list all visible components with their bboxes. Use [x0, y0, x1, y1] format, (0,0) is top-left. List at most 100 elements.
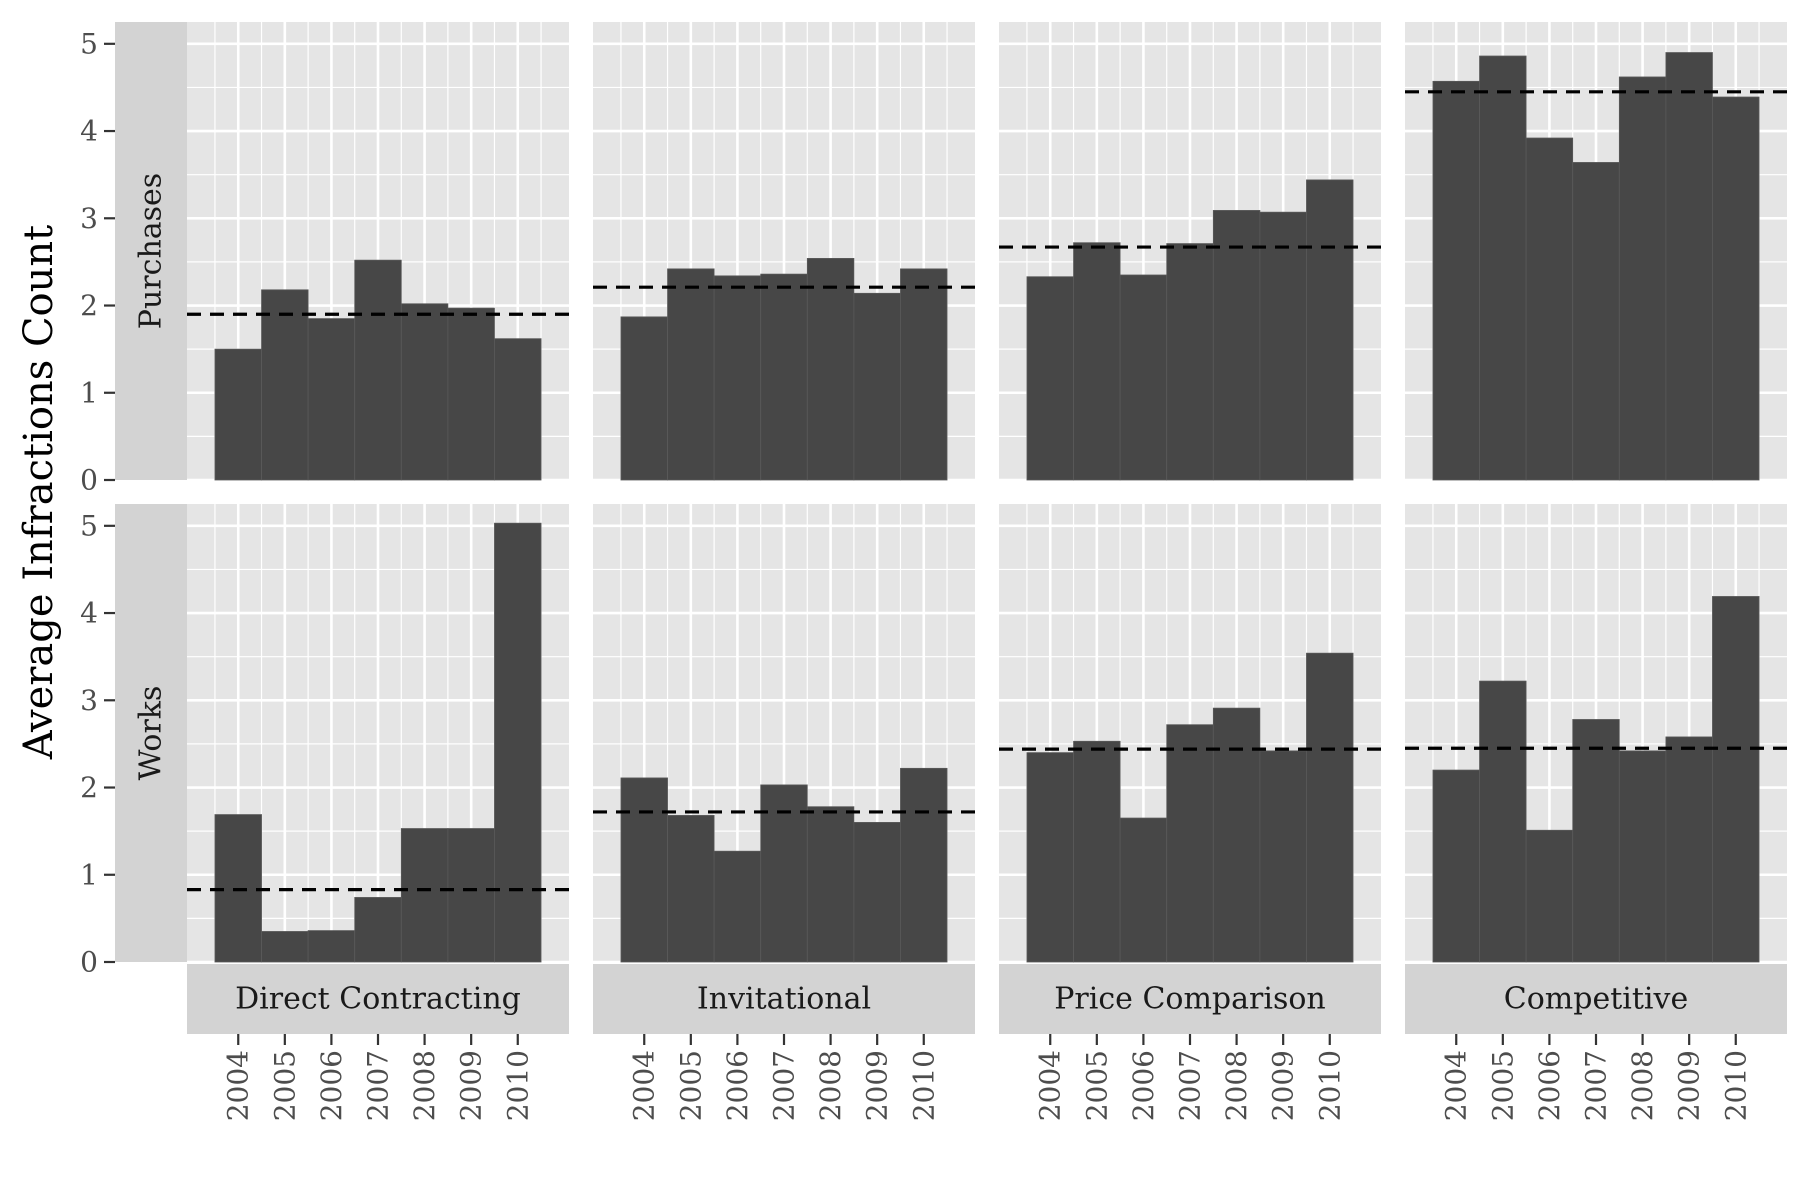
row-strip-label: Works	[134, 686, 169, 781]
column-strip-label: Invitational	[697, 982, 871, 1017]
bar	[713, 275, 762, 481]
x-tick-label: 2005	[268, 1050, 301, 1121]
column-strip-label: Price Comparison	[1054, 982, 1325, 1017]
bar	[400, 303, 449, 481]
column-strip-background	[187, 964, 569, 1034]
bar	[853, 822, 901, 963]
y-tick-label: 0	[80, 464, 98, 497]
row-strip-label: Purchases	[134, 173, 169, 329]
panels-layer: Purchases 0 1 2 3 4 5 Works 0 1 2 3 4 5 Direct Contrac…	[80, 22, 1787, 1121]
y-tick-label: 3	[80, 684, 98, 717]
bar	[1618, 76, 1667, 481]
x-tick-label: 2010	[907, 1050, 940, 1121]
bar	[806, 258, 855, 481]
bar	[667, 268, 715, 481]
column-strip: Invitational	[593, 964, 975, 1034]
x-tick-label: 2006	[1533, 1050, 1566, 1121]
facet-panel	[187, 504, 569, 964]
bar	[1432, 80, 1480, 481]
bar	[307, 318, 356, 481]
bar	[1479, 680, 1527, 963]
bar	[1479, 55, 1527, 481]
row-strip: Purchases	[115, 22, 187, 480]
x-tick-label: 2005	[674, 1050, 707, 1121]
x-tick-label: 2007	[362, 1050, 395, 1121]
bar	[620, 777, 668, 963]
x-tick-label: 2008	[814, 1050, 847, 1121]
row-strip-background	[115, 504, 187, 962]
bar	[760, 784, 808, 963]
bar	[261, 931, 309, 963]
x-tick-label: 2010	[1719, 1050, 1752, 1121]
facet-panel	[187, 22, 569, 482]
bar	[1212, 210, 1261, 481]
x-tick-label: 2009	[861, 1050, 894, 1121]
bar	[1166, 724, 1214, 963]
x-tick-label: 2005	[1486, 1050, 1519, 1121]
x-tick-label: 2007	[1580, 1050, 1613, 1121]
y-tick-label: 4	[80, 115, 98, 148]
bar	[447, 828, 495, 963]
bar	[494, 338, 542, 481]
x-tick-label: 2006	[721, 1050, 754, 1121]
bar	[900, 268, 948, 481]
column-strip-label: Direct Contracting	[235, 982, 521, 1017]
bar	[1166, 243, 1214, 481]
x-tick-label: 2009	[455, 1050, 488, 1121]
row-strip-background	[115, 22, 187, 480]
bar	[1665, 52, 1713, 481]
bar	[447, 307, 495, 481]
x-tick-label: 2005	[1080, 1050, 1113, 1121]
x-tick-label: 2008	[408, 1050, 441, 1121]
x-tick-label: 2004	[1034, 1050, 1067, 1121]
bar	[1306, 179, 1354, 481]
bar	[713, 850, 762, 963]
bar	[760, 273, 808, 481]
column-strip: Competitive	[1405, 964, 1787, 1034]
bar	[354, 897, 402, 963]
facet-panel	[593, 22, 975, 482]
row-strip: Works	[115, 504, 187, 962]
bar	[1712, 596, 1760, 963]
bar	[261, 289, 309, 481]
facet-panel	[999, 22, 1381, 482]
bar	[1306, 652, 1354, 963]
column-strip-background	[1405, 964, 1787, 1034]
column-strip: Direct Contracting	[187, 964, 569, 1034]
bar	[1026, 276, 1074, 481]
bar	[354, 259, 402, 481]
facet-panel	[999, 504, 1381, 964]
bar	[214, 348, 262, 481]
facet-panel	[593, 504, 975, 964]
x-tick-label: 2004	[1440, 1050, 1473, 1121]
bar	[1073, 242, 1121, 481]
y-tick-label: 4	[80, 597, 98, 630]
bar	[1026, 752, 1074, 963]
bar	[1525, 829, 1574, 963]
bar	[1212, 707, 1261, 963]
y-tick-label: 5	[80, 27, 98, 60]
y-tick-label: 1	[80, 376, 98, 409]
bar	[1119, 817, 1168, 963]
facet-panel	[1405, 22, 1787, 482]
bar	[1572, 719, 1620, 963]
x-tick-label: 2009	[1673, 1050, 1706, 1121]
column-strip-label: Competitive	[1504, 982, 1688, 1017]
bar	[667, 815, 715, 963]
bar	[1665, 736, 1713, 963]
bar	[1572, 162, 1620, 481]
bar	[1525, 137, 1574, 481]
x-tick-label: 2009	[1267, 1050, 1300, 1121]
y-tick-label: 1	[80, 858, 98, 891]
x-tick-label: 2010	[501, 1050, 534, 1121]
bar	[1073, 740, 1121, 963]
y-tick-label: 0	[80, 946, 98, 979]
facet-panel	[1405, 504, 1787, 964]
x-tick-label: 2008	[1220, 1050, 1253, 1121]
bar	[400, 828, 449, 963]
y-tick-label: 5	[80, 509, 98, 542]
x-tick-label: 2004	[222, 1050, 255, 1121]
bar	[1259, 750, 1307, 963]
x-tick-label: 2006	[315, 1050, 348, 1121]
